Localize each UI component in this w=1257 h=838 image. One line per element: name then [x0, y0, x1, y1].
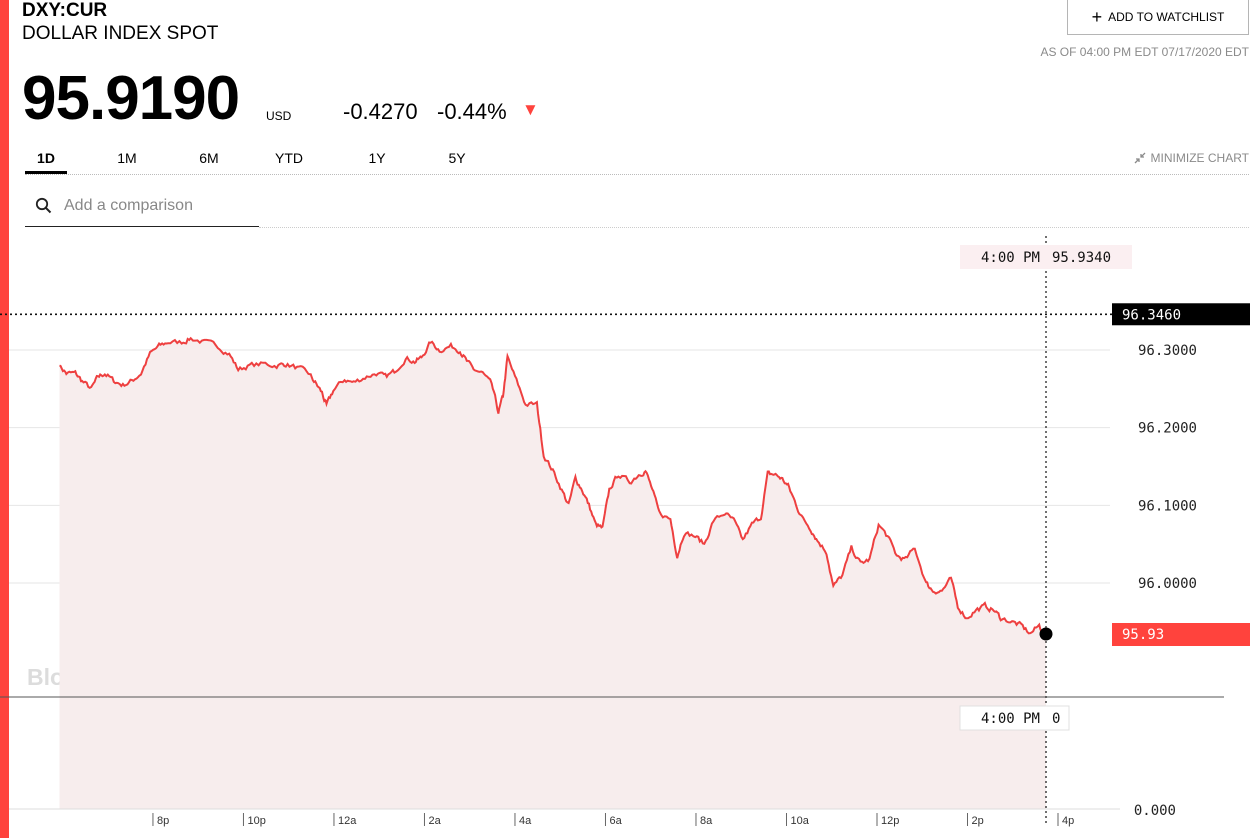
price-change: -0.4270 [343, 99, 418, 124]
y-tick-label: 96.3000 [1138, 343, 1197, 359]
crosshair-time-label: 4:00 PM [981, 250, 1040, 266]
x-tick-label: 12p [881, 815, 899, 827]
minimize-label: MINIMIZE CHART [1150, 151, 1249, 165]
tabs-divider [25, 174, 1249, 175]
high-value-box [1112, 303, 1250, 326]
comparison-search-input[interactable]: Add a comparison [25, 185, 259, 227]
ticker-symbol: DXY:CUR [22, 0, 108, 21]
x-axis: 8p 10p 12a 2a 4a 6a 8a 10a 12p 2p 4p [9, 808, 1120, 827]
x-tick-label: 6a [609, 815, 622, 827]
tab-ytd[interactable]: YTD [275, 150, 303, 166]
y-tick-label: 96.0000 [1138, 576, 1197, 592]
x-tick-label: 4a [519, 815, 532, 827]
search-icon [35, 197, 52, 214]
down-arrow-icon: ▼ [522, 100, 539, 119]
x-tick-label: 8a [700, 815, 713, 827]
crosshair-bottom-box [959, 705, 1070, 731]
tab-1d[interactable]: 1D [25, 148, 67, 174]
x-tick-label: 4p [1062, 815, 1074, 827]
tab-1y[interactable]: 1Y [368, 150, 386, 166]
x-tick-label: 2a [428, 815, 441, 827]
minimize-chart-button[interactable]: MINIMIZE CHART [1133, 151, 1249, 165]
last-point-marker [1039, 627, 1053, 641]
x-tick-label: 10a [790, 815, 809, 827]
security-name: DOLLAR INDEX SPOT [22, 23, 219, 44]
plus-icon: + [1091, 7, 1103, 27]
price-value: 95.9190 [22, 64, 240, 133]
price-change-percent: -0.44% [437, 99, 507, 124]
y-axis: 96.3000 96.2000 96.1000 96.0000 0.000 [1134, 343, 1197, 819]
tab-6m[interactable]: 6M [199, 150, 219, 166]
currency-label: USD [266, 109, 292, 123]
crosshair-volume-label: 0 [1052, 711, 1060, 727]
tab-5y[interactable]: 5Y [448, 150, 466, 166]
x-tick-label: 10p [247, 815, 265, 827]
chart-overlays: 96.3460 4:00 PM 95.9340 4:00 PM 0 95.93 [0, 236, 1250, 826]
volume-axis-label: 0.000 [1134, 803, 1176, 819]
crosshair-top-box [960, 245, 1132, 269]
range-tabs: 1D 1M 6M YTD 1Y 5Y [25, 148, 478, 174]
tab-1m[interactable]: 1M [117, 150, 137, 166]
y-tick-label: 96.1000 [1138, 498, 1197, 514]
search-divider [259, 227, 1249, 228]
price-line [59, 336, 1047, 639]
last-value-box [1112, 623, 1250, 646]
minimize-icon [1134, 152, 1146, 164]
x-tick-label: 8p [157, 815, 169, 827]
last-value-label: 95.93 [1122, 627, 1164, 643]
accent-bar [0, 0, 9, 838]
search-placeholder: Add a comparison [64, 196, 193, 214]
crosshair-value-label: 95.9340 [1052, 250, 1111, 266]
price-area [59, 338, 1046, 809]
as-of-timestamp: AS OF 04:00 PM EDT 07/17/2020 EDT [1040, 45, 1249, 59]
x-tick-label: 2p [971, 815, 983, 827]
crosshair-bottom-time: 4:00 PM [981, 711, 1040, 727]
x-tick-label: 12a [338, 815, 357, 827]
add-to-watchlist-button[interactable]: + ADD TO WATCHLIST [1067, 0, 1249, 35]
y-tick-label: 96.2000 [1138, 421, 1197, 437]
high-value-label: 96.3460 [1122, 307, 1181, 323]
watchlist-label: ADD TO WATCHLIST [1108, 10, 1225, 24]
